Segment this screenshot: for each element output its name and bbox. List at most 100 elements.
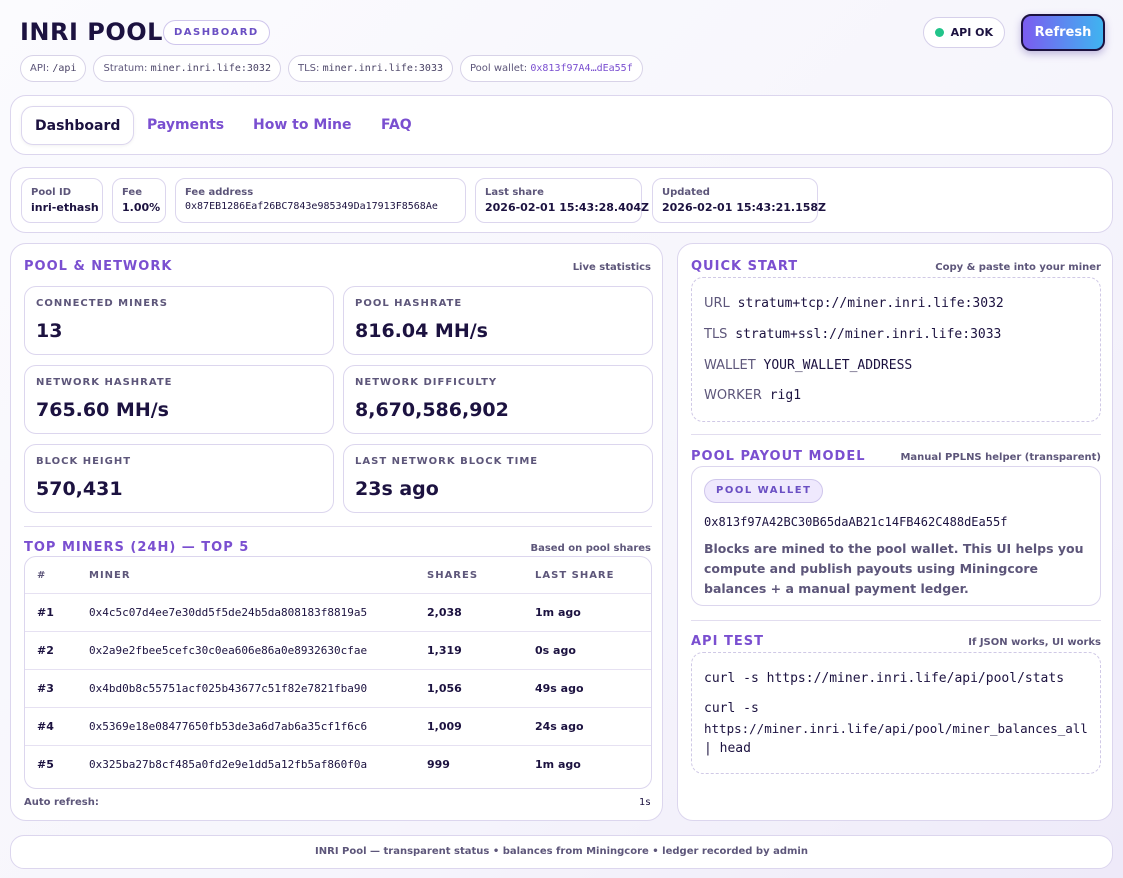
rank-cell: #1 xyxy=(37,606,54,619)
stat-connected-miners: CONNECTED MINERS 13 xyxy=(24,286,334,355)
api-test-cmd-balances-pipe: | head xyxy=(704,741,751,756)
chip-label: API: xyxy=(30,63,50,74)
stratum-chip: Stratum: miner.inri.life:3032 xyxy=(93,55,281,82)
divider xyxy=(24,526,652,527)
fee-label: Fee xyxy=(122,187,142,198)
table-row: #4 0x5369e18e08477650fb53de3a6d7ab6a35cf… xyxy=(25,707,651,745)
header-chips: API: /api Stratum: miner.inri.life:3032 … xyxy=(20,55,643,82)
pool-network-note: Live statistics xyxy=(572,262,651,273)
stat-label: NETWORK DIFFICULTY xyxy=(355,377,498,388)
pool-id-label: Pool ID xyxy=(31,187,71,198)
pool-id-value: inri-ethash xyxy=(31,201,99,214)
last-share-cell: 49s ago xyxy=(535,682,584,695)
table-row: #5 0x325ba27b8cf485a0fd2e9e1dd5a12fb5af8… xyxy=(25,745,651,783)
stat-value: 765.60 MH/s xyxy=(36,399,169,421)
qs-value: stratum+tcp://miner.inri.life:3032 xyxy=(737,296,1004,311)
shares-cell: 2,038 xyxy=(427,606,462,619)
chip-value: 0x813f97A4…dEa55f xyxy=(530,63,633,74)
shares-cell: 1,009 xyxy=(427,720,462,733)
stat-label: NETWORK HASHRATE xyxy=(36,377,173,388)
stat-network-hashrate: NETWORK HASHRATE 765.60 MH/s xyxy=(24,365,334,434)
last-share-label: Last share xyxy=(485,187,544,198)
pool-wallet-chip: Pool wallet: 0x813f97A4…dEa55f xyxy=(460,55,643,82)
fee-value: 1.00% xyxy=(122,201,161,214)
last-share-cell: 1m ago xyxy=(535,758,581,771)
stat-pool-hashrate: POOL HASHRATE 816.04 MH/s xyxy=(343,286,653,355)
api-test-cmd-balances-url: https://miner.inri.life/api/pool/miner_b… xyxy=(704,721,1088,736)
quick-start-note: Copy & paste into your miner xyxy=(935,262,1101,273)
stat-value: 23s ago xyxy=(355,478,439,500)
chip-value: miner.inri.life:3033 xyxy=(322,63,443,74)
stat-value: 816.04 MH/s xyxy=(355,320,488,342)
miner-cell: 0x4bd0b8c55751acf025b43677c51f82e7821fba… xyxy=(89,682,368,695)
col-rank: # xyxy=(37,570,47,581)
quick-start-worker: WORKER rig1 xyxy=(704,388,801,403)
qs-key: WALLET xyxy=(704,358,756,373)
fee-address-label: Fee address xyxy=(185,187,254,198)
page-footer: INRI Pool — transparent status • balance… xyxy=(10,835,1113,869)
stat-last-block-time: LAST NETWORK BLOCK TIME 23s ago xyxy=(343,444,653,513)
dashboard-tag: DASHBOARD xyxy=(163,20,270,45)
stat-label: LAST NETWORK BLOCK TIME xyxy=(355,456,539,467)
tab-faq[interactable]: FAQ xyxy=(381,117,412,133)
qs-key: URL xyxy=(704,296,730,311)
tab-payments[interactable]: Payments xyxy=(147,117,225,133)
quick-start-url: URL stratum+tcp://miner.inri.life:3032 xyxy=(704,296,1004,311)
brand-title: INRI POOL xyxy=(20,18,163,46)
rank-cell: #4 xyxy=(37,720,54,733)
stat-value: 8,670,586,902 xyxy=(355,399,509,421)
api-status-label: API OK xyxy=(950,26,993,39)
top-miners-note: Based on pool shares xyxy=(530,543,651,554)
header: INRI POOL DASHBOARD API: /api Stratum: m… xyxy=(20,14,1105,84)
rank-cell: #5 xyxy=(37,758,54,771)
updated-item: Updated 2026-02-01 15:43:21.158Z xyxy=(652,178,826,223)
pool-info-bar: Pool ID inri-ethash Fee 1.00% Fee addres… xyxy=(10,167,1113,233)
tab-dashboard[interactable]: Dashboard xyxy=(21,106,135,145)
table-row: #2 0x2a9e2fbee5cefc30c0ea606e86a0e893263… xyxy=(25,631,651,669)
miner-cell: 0x325ba27b8cf485a0fd2e9e1dd5a12fb5af860f… xyxy=(89,758,368,771)
pool-wallet-address: 0x813f97A42BC30B65daAB21c14FB462C488dEa5… xyxy=(704,515,1008,529)
shares-cell: 1,056 xyxy=(427,682,462,695)
shares-cell: 1,319 xyxy=(427,644,462,657)
api-test-box: curl -s https://miner.inri.life/api/pool… xyxy=(691,652,1101,774)
stat-label: POOL HASHRATE xyxy=(355,298,463,309)
miner-cell: 0x4c5c07d4ee7e30dd5f5de24b5da808183f8819… xyxy=(89,606,368,619)
rank-cell: #2 xyxy=(37,644,54,657)
tab-bar: Dashboard Payments How to Mine FAQ xyxy=(10,95,1113,155)
stat-block-height: BLOCK HEIGHT 570,431 xyxy=(24,444,334,513)
auto-refresh-label: Auto refresh: xyxy=(24,797,99,808)
qs-value: rig1 xyxy=(769,388,802,403)
api-test-title: API TEST xyxy=(691,634,764,649)
api-chip: API: /api xyxy=(20,55,87,82)
divider xyxy=(691,434,1101,435)
col-shares: SHARES xyxy=(427,570,479,581)
last-share-cell: 0s ago xyxy=(535,644,576,657)
fee-address-value: 0x87EB1286Eaf26BC7843e985349Da17913F8568… xyxy=(185,201,438,212)
side-panel: QUICK START Copy & paste into your miner… xyxy=(677,243,1113,821)
col-miner: MINER xyxy=(89,570,131,581)
table-row: #3 0x4bd0b8c55751acf025b43677c51f82e7821… xyxy=(25,669,651,707)
miner-cell: 0x2a9e2fbee5cefc30c0ea606e86a0e8932630cf… xyxy=(89,644,368,657)
qs-value: YOUR_WALLET_ADDRESS xyxy=(763,358,913,373)
payout-model-box: POOL WALLET 0x813f97A42BC30B65daAB21c14F… xyxy=(691,466,1101,606)
quick-start-wallet: WALLET YOUR_WALLET_ADDRESS xyxy=(704,358,912,373)
api-test-cmd-stats: curl -s https://miner.inri.life/api/pool… xyxy=(704,671,1065,686)
fee-address-item: Fee address 0x87EB1286Eaf26BC7843e985349… xyxy=(175,178,466,223)
chip-label: Stratum: xyxy=(103,63,148,74)
fee-item: Fee 1.00% xyxy=(112,178,166,223)
chip-label: TLS: xyxy=(297,63,320,74)
last-share-item: Last share 2026-02-01 15:43:28.404Z xyxy=(475,178,649,223)
updated-label: Updated xyxy=(662,187,710,198)
tab-how-to-mine[interactable]: How to Mine xyxy=(253,117,352,133)
last-share-cell: 1m ago xyxy=(535,606,581,619)
refresh-button[interactable]: Refresh xyxy=(1021,14,1105,51)
qs-value: stratum+ssl://miner.inri.life:3033 xyxy=(735,327,1002,342)
qs-key: WORKER xyxy=(704,388,762,403)
pool-network-title: POOL & NETWORK xyxy=(24,259,173,274)
stat-label: CONNECTED MINERS xyxy=(36,298,168,309)
top-miners-title: TOP MINERS (24H) — TOP 5 xyxy=(24,540,250,555)
payout-description: Blocks are mined to the pool wallet. Thi… xyxy=(704,541,1084,596)
api-status-badge: API OK xyxy=(922,17,1005,48)
stat-value: 570,431 xyxy=(36,478,123,500)
tls-chip: TLS: miner.inri.life:3033 xyxy=(287,55,453,82)
